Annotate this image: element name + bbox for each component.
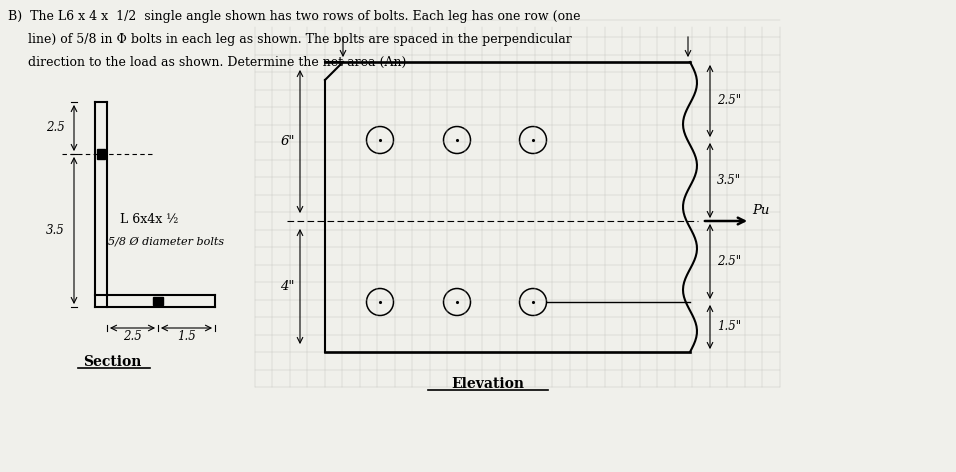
Text: Section: Section (83, 355, 141, 369)
Text: 2.5": 2.5" (717, 94, 741, 108)
Text: 6": 6" (280, 135, 295, 148)
Text: 1.5: 1.5 (177, 329, 196, 343)
Text: 5/8 Ø diameter bolts: 5/8 Ø diameter bolts (108, 237, 224, 247)
Text: B)  The L6 x 4 x  1/2  single angle shown has two rows of bolts. Each leg has on: B) The L6 x 4 x 1/2 single angle shown h… (8, 10, 580, 23)
Text: 2.5: 2.5 (123, 329, 141, 343)
Text: 3.5": 3.5" (717, 174, 741, 187)
Text: direction to the load as shown. Determine the net area (An): direction to the load as shown. Determin… (8, 56, 406, 69)
Text: 4": 4" (280, 280, 295, 293)
Text: 2.5: 2.5 (46, 121, 65, 135)
Text: 1.5": 1.5" (717, 320, 741, 334)
Text: line) of 5/8 in Φ bolts in each leg as shown. The bolts are spaced in the perpen: line) of 5/8 in Φ bolts in each leg as s… (8, 33, 572, 46)
Text: 2.5": 2.5" (717, 255, 741, 268)
Text: 3.5: 3.5 (46, 224, 65, 237)
Text: Elevation: Elevation (451, 377, 524, 391)
Text: L 6x4x ½: L 6x4x ½ (120, 213, 179, 227)
Bar (153, 297, 163, 305)
Text: Pu: Pu (752, 204, 770, 217)
Bar (97, 149, 105, 159)
